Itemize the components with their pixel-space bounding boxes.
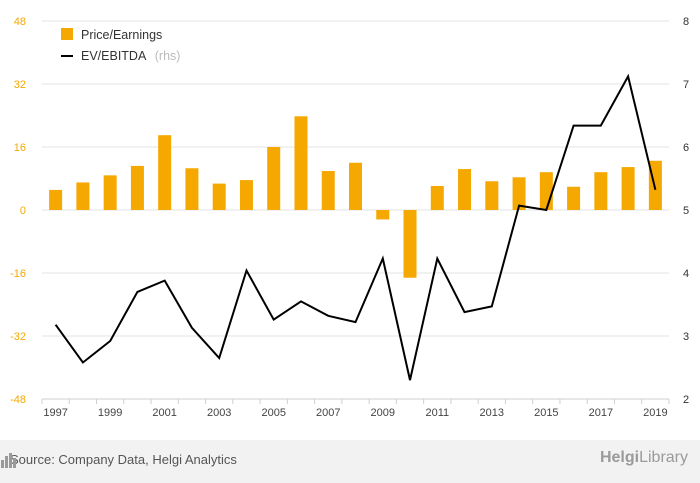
bar-price-earnings (512, 177, 526, 210)
grid-lines (42, 20, 669, 400)
legend-label-ev-ebitda: EV/EBITDA (rhs) (81, 47, 180, 64)
y-right-tick-label: 2 (683, 394, 689, 406)
y-right-tick-label: 5 (683, 205, 689, 217)
bar-price-earnings (185, 168, 199, 210)
footer-bar (0, 440, 700, 483)
x-tick-label: 2013 (480, 407, 504, 419)
y-left-tick-label: 48 (14, 16, 26, 28)
x-tick-label: 2015 (534, 407, 558, 419)
bar-price-earnings (158, 135, 172, 210)
bar-price-earnings (594, 172, 608, 210)
line-ev-ebitda (54, 73, 657, 381)
x-tick-label: 2009 (371, 407, 395, 419)
bar-price-earnings (212, 183, 226, 210)
bar-price-earnings (130, 165, 144, 210)
bar-price-earnings (267, 147, 281, 210)
bar-price-earnings (485, 181, 499, 210)
bar-price-earnings (49, 189, 63, 210)
bar-price-earnings (403, 210, 417, 278)
x-tick-label: 1999 (98, 407, 122, 419)
brand-logo: HelgiLibrary (600, 449, 688, 467)
bar-price-earnings (621, 167, 635, 210)
y-right-tick-label: 8 (683, 16, 689, 28)
ev-ebitda-line (54, 73, 657, 381)
pe-bars (49, 116, 662, 278)
x-tick-label: 1997 (43, 407, 67, 419)
x-tick-label: 2003 (207, 407, 231, 419)
y-right-tick-label: 7 (683, 79, 689, 91)
x-tick-label: 2005 (261, 407, 285, 419)
y-right-tick-label: 4 (683, 268, 689, 280)
y-left-tick-label: 32 (14, 79, 26, 91)
y-left-tick-label: -16 (10, 268, 26, 280)
brand-lib: Library (639, 449, 688, 466)
bar-price-earnings (430, 185, 444, 210)
bar-price-earnings (458, 169, 472, 210)
axes: -48 -32 -16 0 16 32 48 2 3 4 5 6 7 8 1997 1999 2001 2003 2… (10, 16, 689, 419)
legend-swatch-price-earnings (61, 28, 73, 40)
y-right-tick-label: 3 (683, 331, 689, 343)
x-tick-label: 2011 (425, 407, 449, 419)
y-left-tick-label: 16 (14, 142, 26, 154)
bar-price-earnings (76, 182, 90, 210)
x-tick-label: 2019 (643, 407, 667, 419)
x-tick-label: 2017 (589, 407, 613, 419)
brand-main: Helgi (599, 449, 640, 466)
bar-price-earnings (567, 186, 581, 210)
city-skyline-icon (1, 453, 16, 468)
bar-price-earnings (349, 162, 362, 210)
y-left-tick-label: -48 (10, 394, 26, 406)
bar-price-earnings (539, 172, 553, 210)
legend: Price/Earnings EV/EBITDA (rhs) (61, 28, 180, 64)
combo-chart: -48 -32 -16 0 16 32 48 2 3 4 5 6 7 8 1997 1999 2001 2003 2… (10, 16, 689, 419)
bar-price-earnings (103, 175, 117, 210)
bar-price-earnings (239, 180, 253, 210)
y-right-tick-label: 6 (683, 142, 689, 154)
y-left-tick-label: -32 (10, 331, 26, 343)
source-text: Source: Company Data, Helgi Analytics (10, 452, 237, 467)
x-tick-label: 2007 (316, 407, 340, 419)
bar-price-earnings (376, 210, 390, 220)
bar-price-earnings (321, 171, 335, 210)
x-tick-label: 2001 (152, 407, 176, 419)
bar-price-earnings (294, 116, 308, 210)
legend-label-price-earnings: Price/Earnings (81, 28, 162, 42)
y-left-tick-label: 0 (20, 205, 26, 217)
